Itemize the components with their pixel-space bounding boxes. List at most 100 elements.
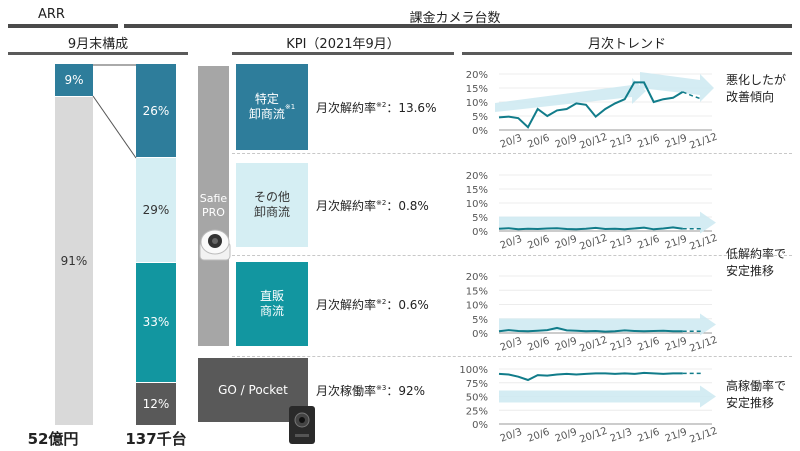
x-tick-label: 21/9	[664, 427, 689, 445]
x-tick-label: 20/9	[554, 133, 579, 151]
x-tick-label: 21/9	[664, 234, 689, 252]
x-tick-label: 20/6	[526, 133, 551, 151]
kpi-metric-name: 月次稼働率	[316, 384, 377, 398]
arr-segment: 9%	[55, 64, 93, 96]
trend-note-1: 悪化したが 改善傾向	[726, 73, 787, 104]
kpi-metric-text: 月次稼働率※3：92%	[316, 382, 425, 399]
x-tick-label: 20/3	[499, 234, 524, 252]
forecast-line	[682, 91, 703, 100]
x-tick-label: 20/12	[578, 132, 609, 152]
trend-note-3: 高稼働率で 安定推移	[726, 379, 787, 410]
kpi-metric-note-mark: ※2	[376, 101, 387, 109]
y-tick-label: 0%	[472, 126, 488, 137]
trend-arrow	[499, 385, 716, 408]
y-tick-label: 10%	[466, 301, 488, 312]
kpi-metric-value: ：0.8%	[386, 199, 429, 213]
y-tick-label: 5%	[472, 213, 488, 224]
kpi-channel-box: 直販 商流	[236, 262, 308, 346]
row-separator	[232, 153, 792, 154]
arr-segment: 91%	[55, 96, 93, 425]
kpi-rule	[232, 52, 454, 55]
kpi-metric-name: 月次解約率	[316, 199, 377, 213]
y-tick-label: 25%	[466, 406, 488, 417]
y-tick-label: 20%	[466, 272, 488, 283]
y-tick-label: 5%	[472, 315, 488, 326]
cameras-header-rule	[124, 24, 792, 28]
y-tick-label: 5%	[472, 112, 488, 123]
cameras-header: 課金カメラ台数	[409, 11, 501, 26]
kpi-channel-label: その他 卸商流	[253, 190, 290, 219]
series-line	[498, 326, 683, 333]
x-tick-label: 21/12	[688, 132, 719, 152]
y-tick-label: 20%	[466, 70, 488, 81]
kpi-header: KPI（2021年9月）	[286, 37, 400, 52]
arr-header-rule	[8, 24, 118, 28]
x-tick-label: 21/9	[664, 133, 689, 151]
x-tick-label: 20/3	[499, 336, 524, 354]
trend-rule	[462, 52, 792, 55]
kpi-metric-value: ：92%	[386, 384, 426, 398]
go-pocket-camera-image	[289, 406, 315, 444]
y-tick-label: 0%	[472, 420, 488, 431]
x-tick-label: 21/12	[688, 335, 719, 355]
x-tick-label: 20/6	[526, 234, 551, 252]
kpi-metric-text: 月次解約率※2：13.6%	[316, 99, 436, 116]
kpi-metric-text: 月次解約率※2：0.8%	[316, 197, 429, 214]
x-tick-label: 20/6	[526, 427, 551, 445]
series-line	[498, 371, 683, 382]
x-tick-label: 21/3	[609, 427, 634, 445]
kpi-metric-note-mark: ※3	[376, 384, 387, 392]
trend-note-2: 低解約率で 安定推移	[726, 247, 787, 278]
trend-arrow	[640, 72, 714, 102]
camera-segment: 29%	[136, 158, 176, 263]
kpi-metric-text: 月次解約率※2：0.6%	[316, 296, 429, 313]
kpi-channel-note-mark: ※1	[284, 102, 296, 111]
x-tick-label: 21/6	[636, 336, 661, 354]
safie-pro-bar	[198, 66, 229, 346]
row-separator	[232, 255, 792, 256]
kpi-channel-label: 直販 商流	[259, 289, 284, 318]
x-tick-label: 21/6	[636, 133, 661, 151]
composition-header: 9月末構成	[67, 37, 129, 52]
kpi-metric-name: 月次解約率	[316, 298, 377, 312]
y-tick-label: 10%	[466, 98, 488, 109]
y-tick-label: 15%	[466, 286, 488, 297]
x-tick-label: 20/12	[578, 426, 609, 446]
kpi-metric-note-mark: ※2	[376, 199, 387, 207]
x-tick-label: 20/3	[499, 133, 524, 151]
safie-pro-label: Safie PRO	[199, 192, 228, 219]
kpi-metric-value: ：0.6%	[386, 298, 429, 312]
series-line	[498, 226, 683, 231]
y-tick-label: 0%	[472, 329, 488, 340]
x-tick-label: 20/3	[499, 427, 524, 445]
x-tick-label: 21/3	[609, 336, 634, 354]
arr-header: ARR	[38, 7, 65, 22]
kpi-metric-value: ：13.6%	[386, 101, 437, 115]
camera-segment: 26%	[136, 64, 176, 158]
camera-segment: 33%	[136, 263, 176, 382]
camera-total: 137千台	[125, 430, 187, 448]
composition-rule	[8, 52, 188, 55]
x-tick-label: 20/12	[578, 335, 609, 355]
series-line	[498, 81, 684, 129]
y-tick-label: 20%	[466, 171, 488, 182]
x-tick-label: 20/9	[554, 427, 579, 445]
x-tick-label: 21/3	[609, 133, 634, 151]
x-tick-label: 21/6	[636, 427, 661, 445]
row-separator	[232, 356, 792, 357]
x-tick-label: 20/6	[526, 336, 551, 354]
y-tick-label: 0%	[472, 227, 488, 238]
x-tick-label: 21/9	[664, 336, 689, 354]
x-tick-label: 21/12	[688, 426, 719, 446]
trend-arrow	[499, 211, 716, 234]
kpi-channel-label: 特定 卸商流	[248, 92, 285, 121]
safie-pro-camera-image	[199, 229, 231, 261]
arr-total: 52億円	[27, 430, 79, 448]
x-tick-label: 20/12	[578, 233, 609, 253]
kpi-metric-note-mark: ※2	[376, 298, 387, 306]
x-tick-label: 21/12	[688, 233, 719, 253]
camera-segment: 12%	[136, 382, 176, 425]
kpi-metric-name: 月次解約率	[316, 101, 377, 115]
x-tick-label: 20/9	[554, 234, 579, 252]
